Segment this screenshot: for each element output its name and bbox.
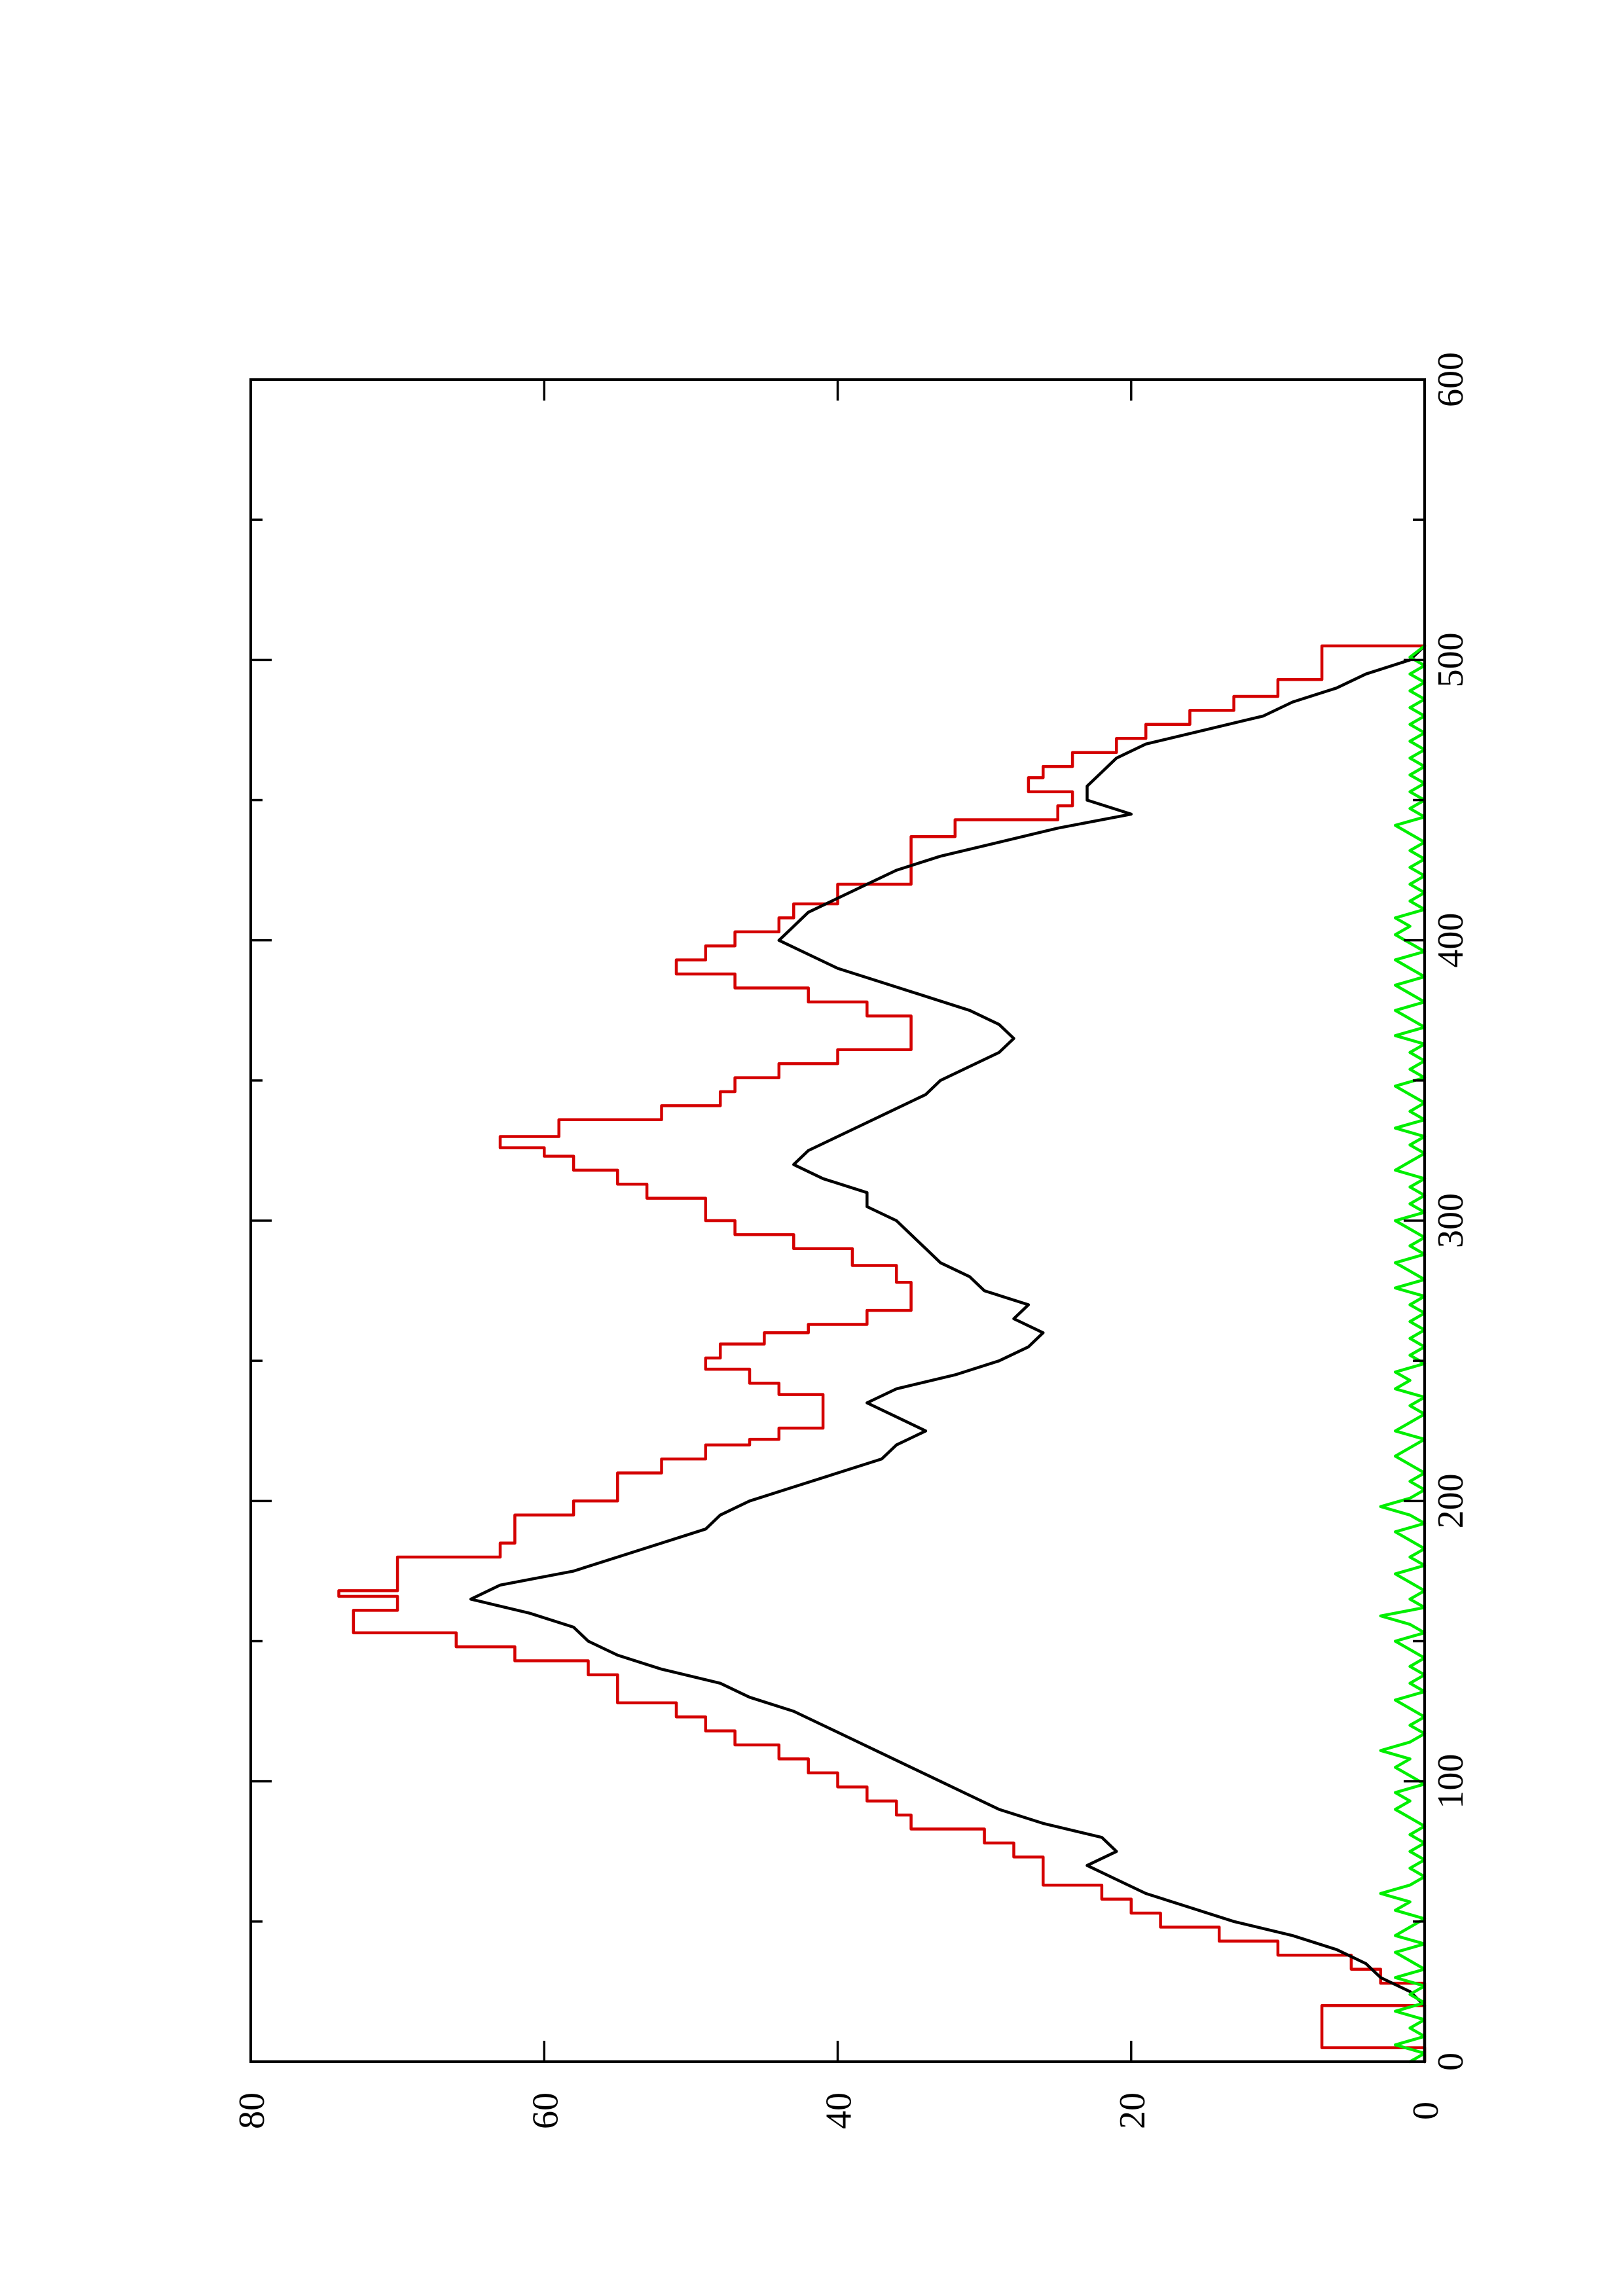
y-tick-label: 20	[1112, 2092, 1153, 2129]
labels-group: 0 100 200 300 400 500 600 0 20 40 60 80	[232, 352, 1471, 2129]
plot-frame	[249, 378, 1426, 2063]
x-tick-label: 300	[1431, 1193, 1471, 1248]
y-tick-label: 60	[525, 2092, 566, 2129]
series-line-3	[1379, 644, 1427, 2064]
y-tick-label: 0	[1406, 2102, 1446, 2120]
x-tick-label: 200	[1431, 1473, 1471, 1528]
x-tick-label: 600	[1431, 352, 1471, 407]
y-tick-label: 40	[819, 2092, 860, 2129]
y-tick-label: 80	[232, 2092, 272, 2129]
x-tick-label: 400	[1431, 913, 1471, 968]
series-line-1	[337, 644, 1427, 2064]
x-tick-label: 500	[1431, 632, 1471, 687]
x-tick-label: 100	[1431, 1754, 1471, 1809]
ticks-group	[249, 378, 1426, 2063]
series-line-2	[469, 644, 1427, 2064]
x-tick-label: 0	[1431, 2053, 1471, 2071]
series-group	[337, 644, 1427, 2064]
